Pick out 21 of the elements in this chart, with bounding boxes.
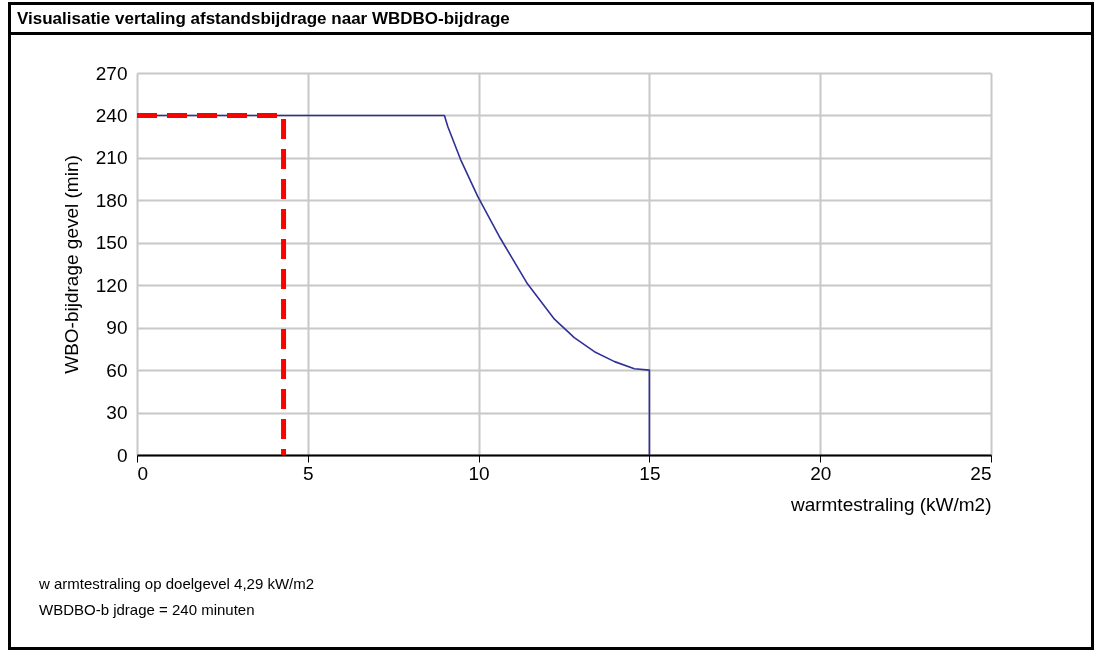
- x-tick-label: 10: [468, 462, 490, 484]
- y-tick-label: 180: [95, 189, 128, 211]
- y-tick-label: 30: [106, 402, 128, 424]
- y-tick-label: 60: [106, 359, 128, 381]
- y-tick-label: 240: [95, 104, 128, 126]
- y-tick-label: 210: [95, 147, 128, 169]
- chart-title: Visualisatie vertaling afstandsbijdrage naar WBDBO-bijdrage: [11, 5, 1091, 35]
- text: w armtestraling op doelgevel 4,29 kW/m2: [39, 574, 315, 594]
- x-tick-label: 15: [639, 462, 661, 484]
- y-tick-label: 150: [95, 232, 128, 254]
- x-tick-label: 0: [137, 462, 149, 484]
- x-tick-label: 5: [303, 462, 314, 484]
- y-tick-label: 90: [106, 317, 128, 339]
- x-axis-title: warmtestraling (kW/m2): [789, 493, 992, 515]
- y-tick-label: 270: [95, 62, 128, 84]
- text: WBDBO-b jdrage = 240 minuten: [39, 600, 256, 620]
- y-tick-label: 120: [95, 274, 128, 296]
- x-tick-label: 20: [810, 462, 832, 484]
- x-tick-label: 25: [970, 462, 992, 484]
- y-axis-title: WBO-bijdrage gevel (min): [60, 155, 82, 374]
- y-tick-label: 0: [116, 444, 128, 466]
